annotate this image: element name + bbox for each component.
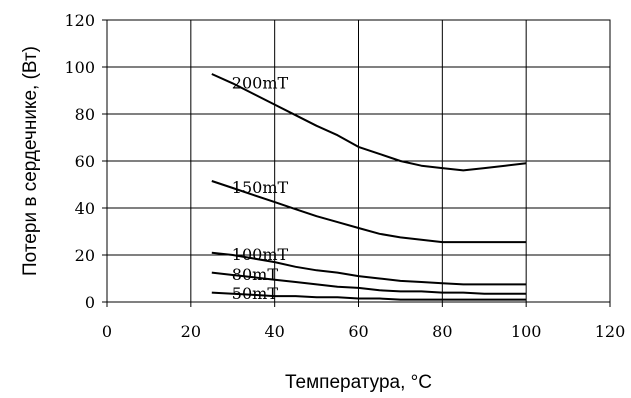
series-line-200mT	[211, 73, 527, 172]
x-tick-label: 0	[102, 322, 112, 341]
series-label-150mT: 150mT	[232, 178, 289, 197]
x-tick-label: 80	[432, 322, 452, 341]
y-tick-label: 20	[75, 246, 95, 265]
x-tick-label: 60	[348, 322, 368, 341]
y-tick-label: 100	[64, 58, 95, 77]
series-label-200mT: 200mT	[232, 73, 289, 92]
series-line-50mT	[211, 291, 527, 301]
grid-lines	[106, 19, 611, 303]
x-tick-label: 40	[264, 322, 284, 341]
x-tick-label: 100	[511, 322, 542, 341]
x-axis-ticks: 0 20 40 60 80 100 120	[102, 302, 625, 341]
y-tick-label: 0	[85, 293, 95, 312]
x-tick-label: 20	[181, 322, 201, 341]
y-axis-title: Потери в сердечнике, (Вт)	[20, 46, 41, 276]
series-label-80mT: 80mT	[232, 265, 279, 284]
y-tick-label: 120	[64, 11, 95, 30]
y-tick-label: 40	[75, 199, 95, 218]
series-label-50mT: 50mT	[232, 284, 279, 303]
series-line-150mT	[211, 180, 527, 244]
y-tick-label: 80	[75, 105, 95, 124]
x-axis-title: Температура, °C	[285, 372, 432, 393]
y-axis-ticks: 0 20 40 60 80 100 120	[64, 11, 107, 312]
series-lines	[211, 73, 527, 301]
y-tick-label: 60	[75, 152, 95, 171]
x-tick-label: 120	[595, 322, 626, 341]
series-label-100mT: 100mT	[232, 245, 289, 264]
series-line-80mT	[211, 271, 527, 295]
series-line-100mT	[211, 251, 527, 286]
